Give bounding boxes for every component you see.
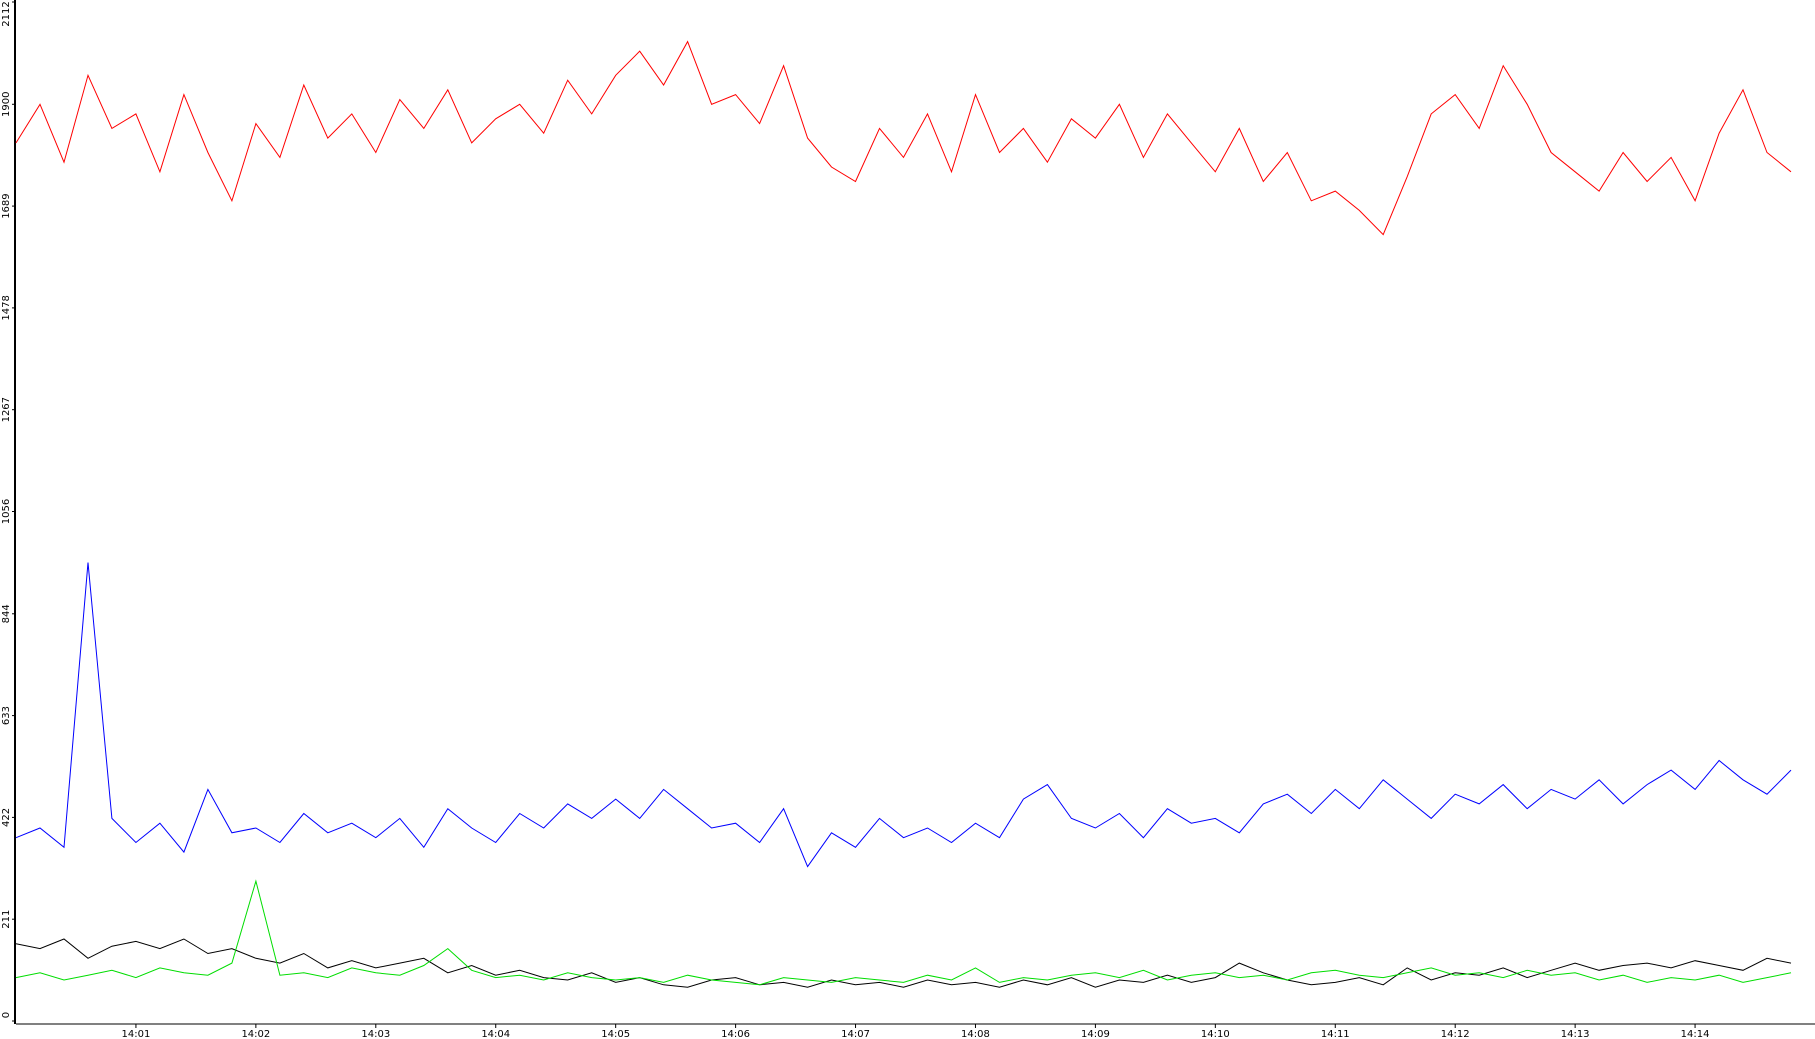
x-tick-label: 14:04	[481, 1029, 510, 1039]
x-tick-label: 14:14	[1681, 1029, 1710, 1039]
y-tick-label: 1689	[1, 193, 12, 218]
series-line	[15, 879, 1792, 986]
x-tick-label: 14:13	[1561, 1029, 1590, 1039]
x-tick-label: 14:02	[241, 1029, 270, 1039]
x-tick-label: 14:09	[1081, 1029, 1110, 1039]
x-tick-label: 14:06	[721, 1029, 750, 1039]
x-tick-label: 14:01	[122, 1029, 151, 1039]
x-tick-label: 14:10	[1201, 1029, 1230, 1039]
y-tick-label: 1267	[1, 397, 12, 422]
x-tick-label: 14:08	[961, 1029, 990, 1039]
x-tick-label: 14:12	[1441, 1029, 1470, 1039]
series-line	[15, 40, 1792, 236]
y-tick-label: 1056	[1, 499, 12, 524]
y-tick-label: 1900	[1, 92, 12, 117]
x-tick-label: 14:11	[1321, 1029, 1350, 1039]
x-tick-label: 14:03	[361, 1029, 390, 1039]
y-tick-label: 211	[1, 910, 12, 929]
y-tick-label: 633	[1, 706, 12, 725]
series-line	[15, 938, 1792, 988]
x-tick-label: 14:05	[601, 1029, 630, 1039]
y-tick-label: 844	[1, 604, 12, 623]
series-line	[15, 562, 1792, 868]
x-tick-label: 14:07	[841, 1029, 870, 1039]
y-tick-label: 1478	[1, 295, 12, 320]
y-tick-label: 0	[1, 1012, 12, 1018]
y-tick-label: 2112	[1, 1, 12, 26]
y-tick-label: 422	[1, 808, 12, 827]
